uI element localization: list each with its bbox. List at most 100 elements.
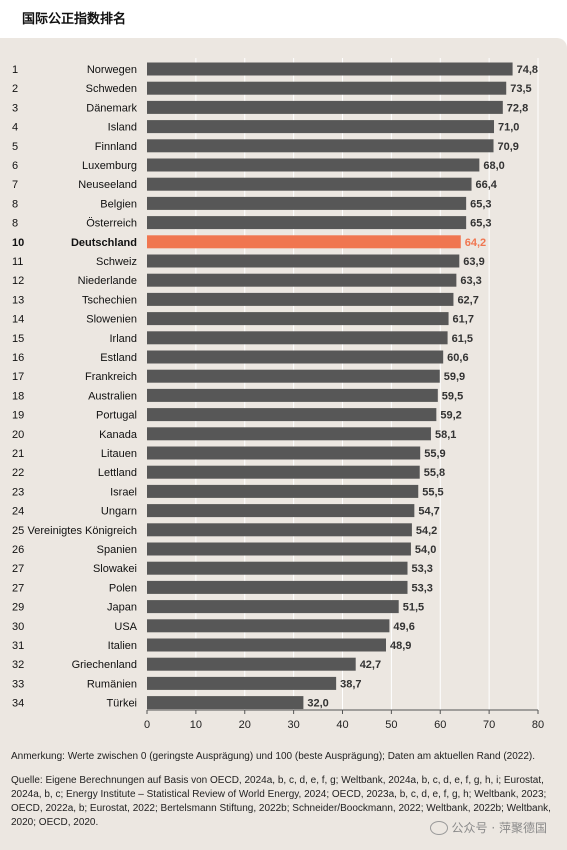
country-label: Belgien [100,198,137,210]
bar [147,676,337,690]
value-label: 48,9 [390,640,411,652]
bar [147,177,472,191]
bar [147,158,480,172]
value-label: 60,6 [447,352,468,364]
rank-label: 24 [12,506,24,518]
value-label: 62,7 [457,294,478,306]
rank-label: 18 [12,390,24,402]
value-label: 49,6 [393,621,414,633]
country-label: Litauen [101,448,137,460]
value-label: 61,7 [453,314,474,326]
bar [147,484,419,498]
country-label: Norwegen [87,64,137,76]
country-label: Slowenien [86,314,137,326]
rank-label: 14 [12,314,24,326]
country-label: Israel [110,486,137,498]
value-label: 70,9 [498,141,519,153]
bar [147,350,444,364]
wechat-icon [429,820,448,835]
value-label: 54,2 [416,525,437,537]
bar [147,427,431,441]
rank-label: 13 [12,294,24,306]
rank-label: 16 [12,352,24,364]
country-label: Türkei [106,698,137,710]
country-label: Dänemark [86,102,137,114]
rank-label: 34 [12,698,24,710]
value-label: 65,3 [470,218,491,230]
bar [147,292,454,306]
value-label: 72,8 [507,102,528,114]
watermark-text: 公众号 · 萍聚德国 [451,821,547,835]
value-label: 55,9 [424,448,445,460]
value-label: 65,3 [470,198,491,210]
value-label: 54,0 [415,544,436,556]
bar [147,388,438,402]
rank-label: 8 [12,198,18,210]
rank-label: 17 [12,371,24,383]
bar [147,254,460,268]
country-label: Portugal [96,410,137,422]
rank-label: 31 [12,640,24,652]
country-label: Niederlande [78,275,137,287]
bar [147,216,467,230]
bar [147,504,415,518]
value-label: 59,2 [440,410,461,422]
country-label: Neuseeland [78,179,137,191]
country-label: Japan [107,602,137,614]
value-label: 63,9 [463,256,484,268]
x-tick-label: 70 [483,719,495,731]
value-label: 55,8 [424,467,445,479]
rank-label: 10 [12,237,24,249]
country-label: Österreich [86,218,137,230]
ranking-bar-chart: 0 10 20 30 40 50 60 70 80 1 Norwegen 74,8 2 Schweden 7… [12,58,544,731]
rank-label: 23 [12,486,24,498]
country-label: Irland [109,333,137,345]
value-label: 53,3 [412,582,433,594]
rank-label: 15 [12,333,24,345]
value-label: 42,7 [360,659,381,671]
bar [147,542,411,556]
value-label: 55,5 [422,486,443,498]
rank-label: 30 [12,621,24,633]
country-label: Spanien [97,544,137,556]
bar [147,62,513,76]
value-label: 73,5 [510,83,531,95]
rank-label: 20 [12,429,24,441]
country-label: Island [108,122,137,134]
x-tick-label: 0 [144,719,150,731]
country-label: Estland [100,352,137,364]
rank-label: 4 [12,122,18,134]
watermark: 公众号 · 萍聚德国 [429,819,547,836]
country-label: Kanada [99,429,138,441]
x-tick-label: 50 [385,719,397,731]
rank-label: 6 [12,160,18,172]
rank-label: 22 [12,467,24,479]
value-label: 53,3 [412,563,433,575]
rank-label: 11 [12,256,23,268]
rank-label: 12 [12,275,24,287]
rank-label: 21 [12,448,24,460]
value-label: 74,8 [517,64,538,76]
value-label: 54,7 [418,506,439,518]
x-tick-label: 30 [288,719,300,731]
value-label: 58,1 [435,429,456,441]
chart-panel: 0 10 20 30 40 50 60 70 80 1 Norwegen 74,8 2 Schweden 7… [0,38,567,850]
bar [147,312,449,326]
chart-source: Quelle: Eigene Berechnungen auf Basis vo… [11,775,551,828]
bar [147,619,390,633]
country-label: Griechenland [72,659,137,671]
bar [147,139,494,153]
value-label: 66,4 [476,179,498,191]
chart-remark: Anmerkung: Werte zwischen 0 (geringste A… [11,751,536,762]
value-label: 64,2 [465,237,486,249]
bar [147,561,408,575]
rank-label: 7 [12,179,18,191]
bar [147,600,399,614]
country-label: Finnland [95,141,137,153]
country-label: Schweiz [96,256,137,268]
x-tick-label: 60 [434,719,446,731]
value-label: 59,5 [442,390,463,402]
rank-label: 3 [12,102,18,114]
page-title: 国际公正指数排名 [22,12,127,27]
country-label: Vereinigtes Königreich [28,525,137,537]
